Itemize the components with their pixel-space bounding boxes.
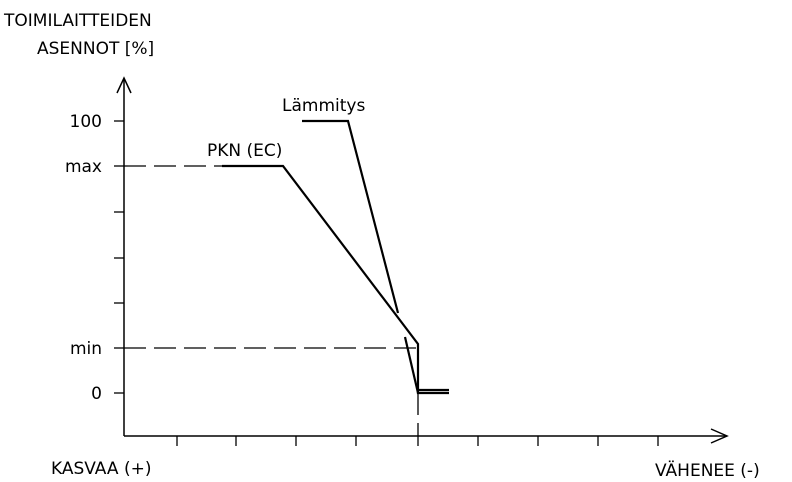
x-label-increase: KASVAA (+)	[51, 459, 151, 479]
y-ticks	[114, 120, 124, 394]
y-axis-arrowhead	[116, 76, 132, 94]
pkn-ec-curve-label: PKN (EC)	[207, 141, 282, 161]
y-axis-title-line2: ASENNOT [%]	[37, 39, 154, 59]
heating-curve-label: Lämmitys	[282, 96, 365, 116]
y-axis-title-line1: TOIMILAITTEIDEN	[3, 11, 152, 31]
heating-curve	[302, 119, 400, 314]
x-label-decrease: VÄHENEE (-)	[655, 460, 760, 481]
heating-curve-lower-segment	[403, 336, 420, 394]
y-label-min: min	[70, 339, 102, 359]
y-label-100: 100	[70, 112, 102, 132]
x-axis-arrowhead	[710, 428, 729, 444]
y-label-zero: 0	[91, 384, 102, 404]
x-ticks	[176, 436, 659, 446]
pkn-ec-curve	[222, 164, 449, 395]
y-label-max: max	[65, 157, 102, 177]
axes	[116, 76, 729, 444]
